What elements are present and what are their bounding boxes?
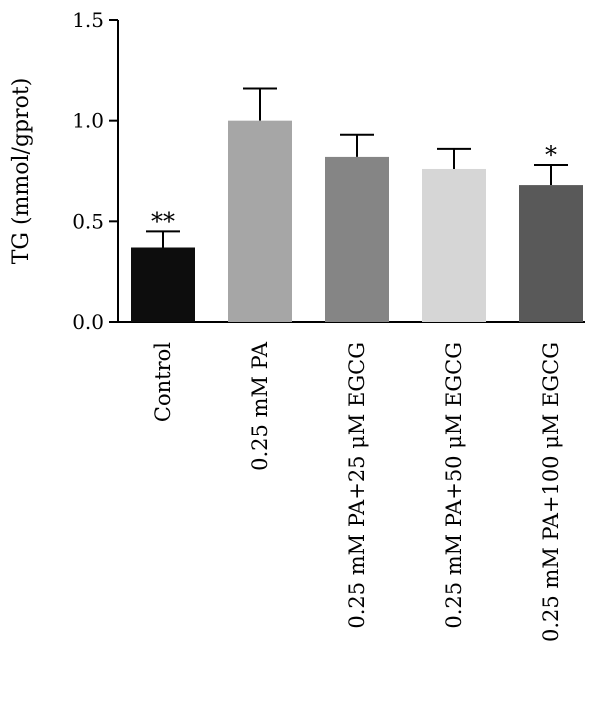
y-axis-title: TG (mmol/gprot): [9, 78, 34, 265]
bar: [422, 168, 486, 322]
bar: [325, 156, 389, 322]
bar: [131, 247, 195, 322]
x-tick-labels: Control 0.25 mM PA 0.25 mM PA+25 μM EGCG 0.…: [151, 341, 563, 642]
y-tick-label: 0.0: [72, 310, 104, 334]
significance-label: *: [545, 141, 557, 169]
y-tick-label: 1.5: [72, 8, 104, 32]
y-tick-label: 0.5: [72, 209, 104, 233]
bar: [519, 185, 583, 322]
x-tick-label: 0.25 mM PA+50 μM EGCG: [442, 342, 466, 629]
y-tick-label: 1.0: [72, 109, 104, 133]
y-ticks: 0.0 0.5 1.0 1.5: [72, 8, 118, 334]
x-tick-label: 0.25 mM PA: [248, 341, 272, 471]
significance-label: **: [151, 207, 175, 235]
bar: [228, 120, 292, 323]
x-tick-label: Control: [151, 342, 175, 422]
x-tick-label: 0.25 mM PA+25 μM EGCG: [345, 342, 369, 629]
bars: ***: [131, 87, 583, 323]
x-tick-label: 0.25 mM PA+100 μM EGCG: [539, 342, 563, 642]
